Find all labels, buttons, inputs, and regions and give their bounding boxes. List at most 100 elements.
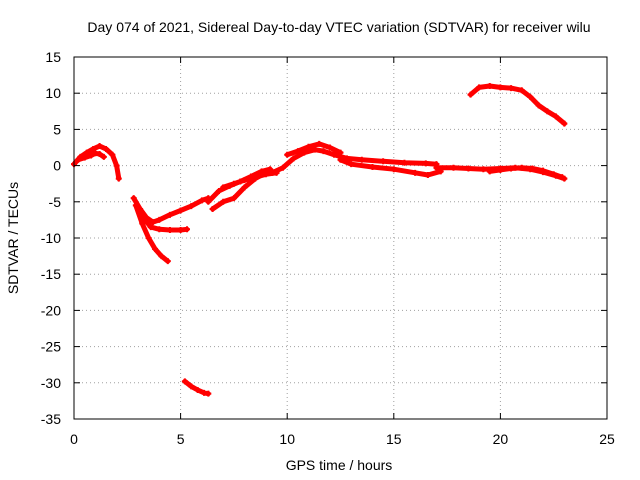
data-point bbox=[241, 184, 248, 191]
data-point bbox=[422, 160, 429, 167]
y-tick-label: 5 bbox=[53, 121, 61, 137]
data-point bbox=[113, 162, 120, 169]
data-point bbox=[156, 226, 163, 233]
data-point bbox=[205, 198, 212, 205]
data-point bbox=[88, 152, 95, 159]
data-point bbox=[316, 140, 323, 147]
y-tick-label: -15 bbox=[41, 266, 61, 282]
data-point bbox=[412, 169, 419, 176]
series-arc-3 bbox=[130, 195, 212, 226]
data-point bbox=[433, 164, 440, 171]
data-point bbox=[348, 161, 355, 168]
data-point bbox=[424, 172, 431, 179]
data-point bbox=[550, 171, 557, 178]
x-axis-label: GPS time / hours bbox=[286, 457, 393, 473]
data-point bbox=[81, 154, 88, 161]
data-point bbox=[181, 378, 188, 385]
chart-title: Day 074 of 2021, Sidereal Day-to-day VTE… bbox=[87, 19, 590, 35]
x-tick-label: 15 bbox=[386, 431, 402, 447]
data-point bbox=[269, 169, 276, 176]
data-point bbox=[284, 151, 291, 158]
data-point bbox=[188, 203, 195, 210]
series-layer bbox=[71, 82, 568, 397]
data-point bbox=[540, 167, 547, 174]
x-tick-label: 10 bbox=[279, 431, 295, 447]
data-point bbox=[311, 146, 318, 153]
data-point bbox=[139, 220, 146, 227]
data-point bbox=[198, 197, 205, 204]
data-point bbox=[486, 82, 493, 89]
data-point bbox=[96, 143, 103, 150]
data-point bbox=[390, 166, 397, 173]
x-tick-label: 5 bbox=[177, 431, 185, 447]
data-point bbox=[450, 164, 457, 171]
data-point bbox=[132, 202, 139, 209]
data-point bbox=[518, 164, 525, 171]
data-point bbox=[358, 156, 365, 163]
data-point bbox=[96, 151, 103, 158]
data-point bbox=[508, 165, 515, 172]
data-point bbox=[326, 144, 333, 151]
data-point bbox=[527, 93, 534, 100]
tick-labels: 0 5 10 15 20 25 -35 -30 -25 -20 -15 -10 -5 0 5 10 15 bbox=[41, 49, 615, 447]
data-point bbox=[552, 113, 559, 120]
plot-frame bbox=[73, 56, 608, 420]
data-point bbox=[194, 387, 201, 394]
series-arc-14 bbox=[486, 164, 566, 181]
data-point bbox=[205, 390, 212, 397]
data-point bbox=[559, 174, 566, 181]
data-point bbox=[164, 258, 171, 265]
series-arc-10 bbox=[269, 146, 440, 176]
data-point bbox=[337, 149, 344, 156]
y-tick-label: -35 bbox=[41, 411, 61, 427]
series-arc-5 bbox=[139, 213, 190, 234]
data-point bbox=[75, 156, 82, 163]
x-tick-label: 25 bbox=[599, 431, 615, 447]
data-point bbox=[331, 151, 338, 158]
y-tick-label: -5 bbox=[49, 194, 62, 210]
data-point bbox=[252, 174, 259, 181]
data-point bbox=[480, 166, 487, 173]
data-point bbox=[369, 164, 376, 171]
y-tick-label: -10 bbox=[41, 230, 61, 246]
data-point bbox=[183, 226, 190, 233]
data-point bbox=[177, 227, 184, 234]
data-point bbox=[561, 120, 568, 127]
data-point bbox=[130, 195, 137, 202]
data-point bbox=[220, 184, 227, 191]
series-arc-4 bbox=[132, 202, 171, 265]
data-point bbox=[305, 143, 312, 150]
data-point bbox=[115, 175, 122, 182]
y-tick-label: 15 bbox=[45, 49, 61, 65]
data-point bbox=[166, 211, 173, 218]
data-point bbox=[294, 148, 301, 155]
data-point bbox=[188, 383, 195, 390]
data-point bbox=[209, 206, 216, 213]
series-arc-6 bbox=[181, 378, 212, 397]
data-point bbox=[177, 207, 184, 214]
series-arc-12 bbox=[337, 156, 444, 179]
series-arc-15 bbox=[467, 82, 568, 127]
data-point bbox=[518, 87, 525, 94]
grid bbox=[74, 57, 607, 419]
data-point bbox=[220, 198, 227, 205]
data-point bbox=[529, 165, 536, 172]
data-point bbox=[535, 102, 542, 109]
data-point bbox=[337, 156, 344, 163]
series-line bbox=[131, 195, 211, 225]
data-point bbox=[166, 227, 173, 234]
data-point bbox=[476, 84, 483, 91]
data-point bbox=[465, 165, 472, 172]
data-point bbox=[156, 216, 163, 223]
series-line bbox=[468, 83, 567, 127]
y-tick-label: -20 bbox=[41, 302, 61, 318]
data-point bbox=[102, 145, 109, 152]
data-point bbox=[497, 166, 504, 173]
data-point bbox=[139, 213, 146, 220]
data-point bbox=[145, 235, 152, 241]
series-arc-11 bbox=[284, 140, 344, 158]
data-point bbox=[380, 158, 387, 165]
data-point bbox=[147, 224, 154, 231]
data-point bbox=[215, 187, 222, 194]
